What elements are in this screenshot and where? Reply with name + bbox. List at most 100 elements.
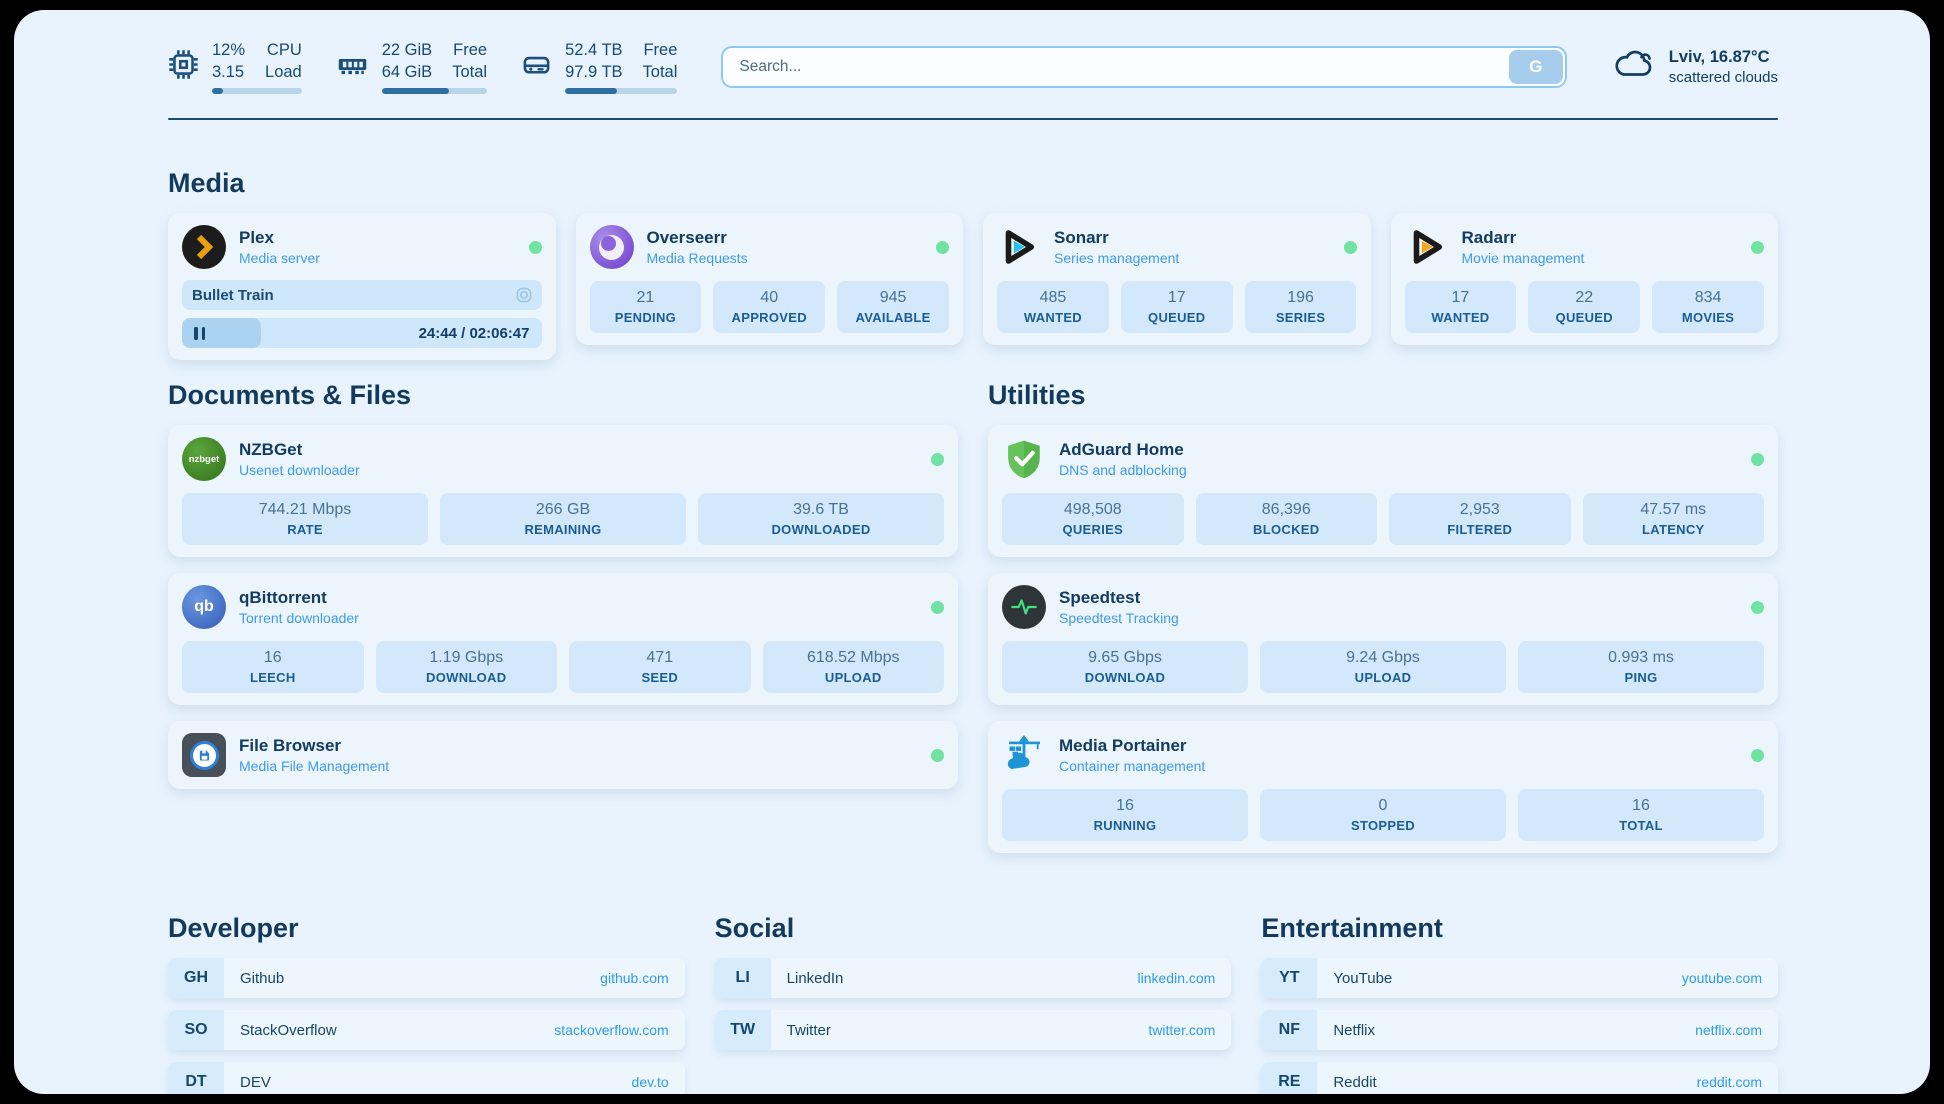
app-subtitle: Usenet downloader [239,462,360,478]
stat-label: RATE [287,522,323,537]
bookmark-url: youtube.com [1681,970,1762,986]
app-card-plex[interactable]: Plex Media server Bullet Train [168,213,556,360]
status-dot [931,600,944,614]
app-subtitle: Series management [1054,250,1180,266]
app-title: Overseerr [646,228,727,247]
stat-label: STOPPED [1351,818,1415,833]
stat-chip: 9.65 Gbps DOWNLOAD [1002,641,1248,693]
stat-value: 471 [646,649,674,666]
bookmark-row-reddit[interactable]: RE Reddit reddit.com [1261,1062,1778,1094]
search-bar: G [721,46,1567,88]
cpu-load-label: Load [265,62,302,81]
status-dot [931,452,944,466]
ram-free-label: Free [453,41,488,60]
app-title: NZBGet [239,440,303,459]
stat-value: 1.19 Gbps [429,649,504,666]
bookmark-row-linkedin[interactable]: LI LinkedIn linkedin.com [714,958,1232,998]
app-card-adguard[interactable]: AdGuard Home DNS and adblocking 498,508 … [988,425,1778,557]
system-stats: 12% 3.15 CPU Load [168,40,678,94]
stat-label: QUEUED [1555,310,1613,325]
stat-chip: 16 LEECH [182,641,364,693]
app-title: Radarr [1461,228,1517,247]
bookmark-url: netflix.com [1695,1022,1762,1038]
stat-chip: 471 SEED [569,641,751,693]
stat-label: APPROVED [731,310,807,325]
portainer-icon [1002,733,1046,777]
bookmark-name: Twitter [786,1021,831,1039]
stat-chip: 2,953 FILTERED [1389,493,1571,545]
google-search-button[interactable]: G [1508,50,1563,84]
ram-total-label: Total [452,62,488,81]
status-dot [936,240,949,254]
app-title: Sonarr [1054,228,1109,247]
stat-chip: 40 APPROVED [713,281,826,333]
pause-icon[interactable] [194,326,198,340]
disk-icon [521,49,552,85]
ram-total-value: 64 GiB [381,62,433,81]
stat-chip: 16 RUNNING [1002,789,1248,841]
utilities-column: Utilities AdGuard Home DNS and adblockin… [988,380,1778,853]
bookmark-row-netflix[interactable]: NF Netflix netflix.com [1261,1010,1778,1050]
section-title-utilities: Utilities [988,380,1086,410]
stat-value: 498,508 [1063,501,1122,518]
weather-location: Lviv, 16.87°C [1668,48,1770,66]
status-dot [1751,600,1764,614]
stat-label: BLOCKED [1253,522,1320,537]
stat-chip: 0.993 ms PING [1518,641,1764,693]
stat-chip: 22 QUEUED [1528,281,1641,333]
weather-widget: Lviv, 16.87°C scattered clouds [1613,48,1778,86]
bookmark-row-dev[interactable]: DT DEV dev.to [168,1062,685,1094]
app-card-qbittorrent[interactable]: qb qBittorrent Torrent downloader 16 LEE… [168,573,958,705]
stat-chip: 485 WANTED [997,281,1109,333]
bookmark-abbr: LI [714,958,771,998]
app-card-portainer[interactable]: Media Portainer Container management 16 … [988,721,1778,853]
bookmark-row-stackoverflow[interactable]: SO StackOverflow stackoverflow.com [168,1010,685,1050]
stat-label: LEECH [249,670,296,685]
filebrowser-icon [182,733,226,777]
media-lens-icon[interactable] [516,287,532,303]
dashboard-panel: 12% 3.15 CPU Load [14,10,1930,1094]
weather-condition: scattered clouds [1668,69,1778,86]
app-card-filebrowser[interactable]: File Browser Media File Management [168,721,958,789]
bookmark-name: Netflix [1333,1021,1376,1039]
app-card-speedtest[interactable]: Speedtest Speedtest Tracking 9.65 Gbps D… [988,573,1778,705]
ram-free-value: 22 GiB [381,41,433,60]
adguard-icon [1002,437,1046,481]
app-card-radarr[interactable]: Radarr Movie management 17 WANTED 22 QUE… [1390,213,1778,345]
stat-label: SEED [641,670,679,685]
pause-icon[interactable] [201,326,205,340]
bookmark-row-twitter[interactable]: TW Twitter twitter.com [714,1010,1232,1050]
app-title: Media Portainer [1059,736,1187,755]
cpu-label: CPU [266,41,302,60]
bookmark-name: StackOverflow [240,1021,337,1039]
app-card-sonarr[interactable]: Sonarr Series management 485 WANTED 17 Q… [983,213,1371,345]
app-subtitle: Torrent downloader [239,610,359,626]
stat-label: TOTAL [1619,818,1663,833]
stat-label: QUERIES [1062,522,1124,537]
app-card-overseerr[interactable]: Overseerr Media Requests 21 PENDING 40 A… [575,213,963,345]
sonarr-icon [997,225,1041,269]
app-subtitle: Media Requests [646,250,748,266]
bookmark-row-github[interactable]: GH Github github.com [168,958,685,998]
app-title: AdGuard Home [1059,440,1184,459]
speedtest-icon [1002,585,1046,629]
search-input[interactable] [723,58,1507,76]
stat-chip: 498,508 QUERIES [1002,493,1184,545]
ram-progress-fill [381,87,450,94]
stat-chip: 1.19 Gbps DOWNLOAD [375,641,557,693]
app-card-nzbget[interactable]: nzbget NZBGet Usenet downloader 744.21 M… [168,425,958,557]
documents-column: Documents & Files nzbget NZBGet Usenet d… [168,380,958,789]
bookmark-abbr: GH [168,958,224,998]
cpu-usage-value: 12% [212,41,246,60]
section-title-media: Media [168,168,245,198]
app-title: Speedtest [1059,588,1141,607]
bookmark-url: twitter.com [1148,1022,1216,1038]
app-title: File Browser [239,736,342,755]
stat-label: AVAILABLE [855,310,931,325]
bookmark-abbr: NF [1261,1010,1318,1050]
app-subtitle: Container management [1059,758,1206,774]
stat-label: DOWNLOAD [426,670,507,685]
playback-time: 24:44 / 02:06:47 [418,324,530,342]
bookmark-row-youtube[interactable]: YT YouTube youtube.com [1261,958,1778,998]
stat-value: 196 [1287,289,1314,306]
